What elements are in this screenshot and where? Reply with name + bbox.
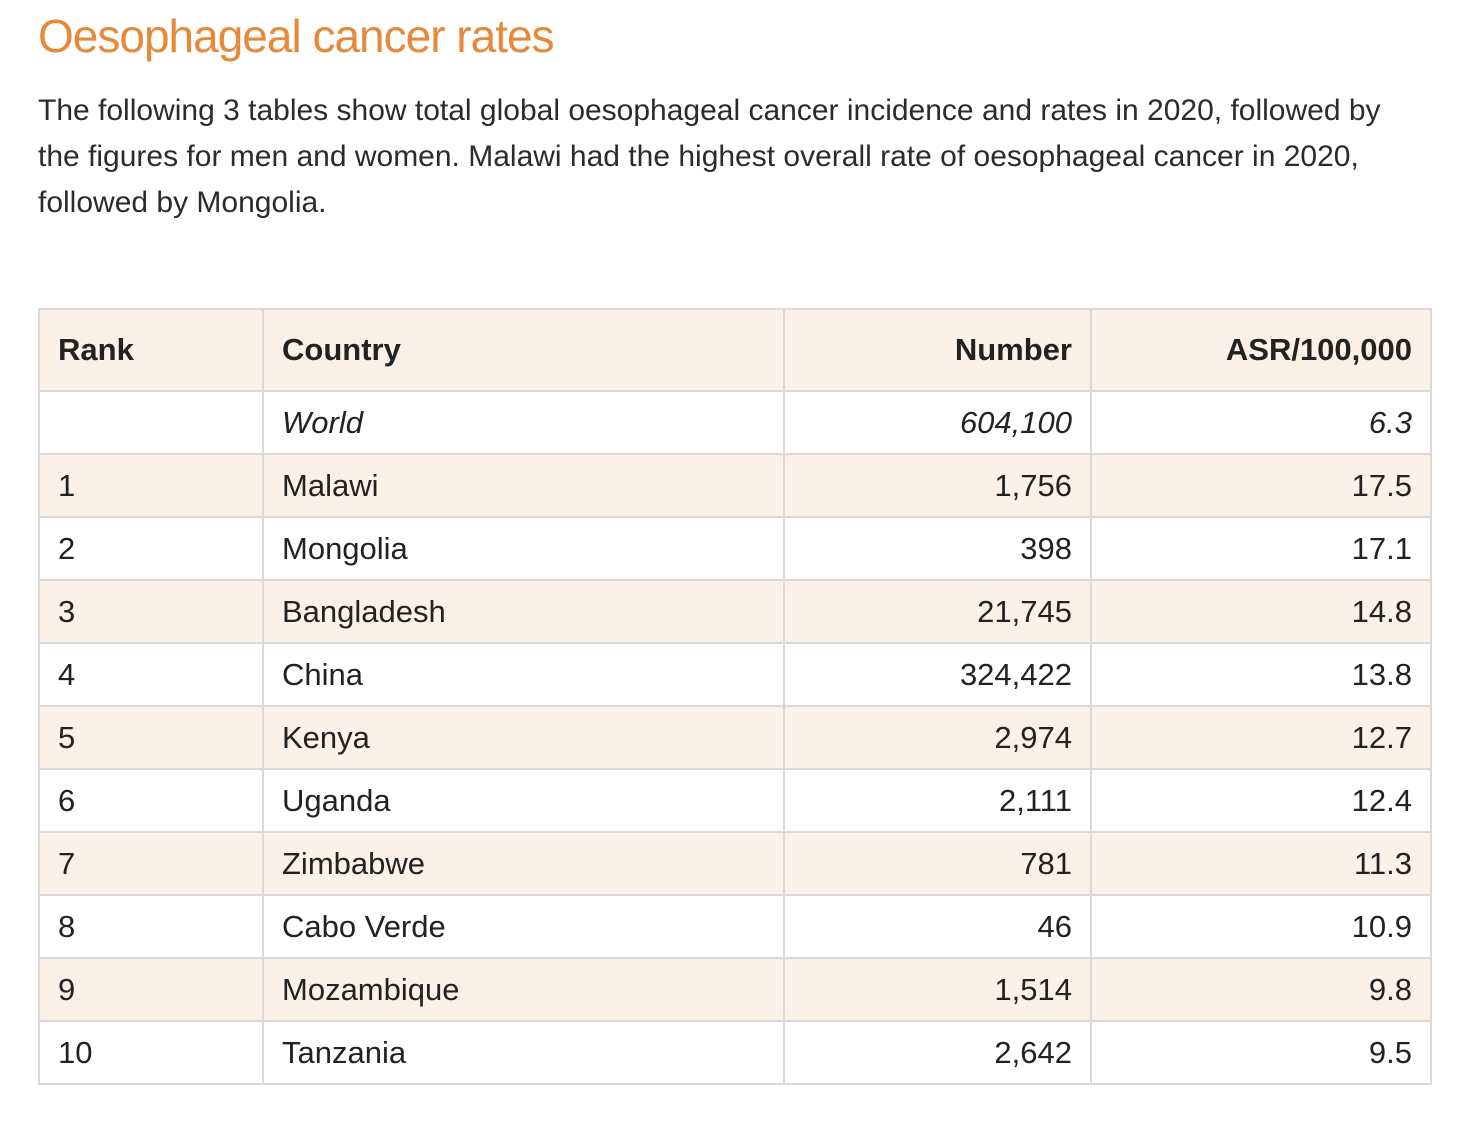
country-cell: Cabo Verde [262,894,785,959]
asr-cell: 13.8 [1090,642,1432,707]
country-cell: Mozambique [262,957,785,1022]
table-row: 6 Uganda 2,111 12.4 [38,768,1432,833]
rank-cell: 9 [38,957,264,1022]
column-header-rank: Rank [38,308,264,392]
rank-cell: 1 [38,453,264,518]
rank-cell: 7 [38,831,264,896]
world-country-cell: World [262,390,785,455]
country-cell: Zimbabwe [262,831,785,896]
number-cell: 46 [783,894,1092,959]
number-cell: 398 [783,516,1092,581]
number-cell: 2,974 [783,705,1092,770]
column-header-number: Number [783,308,1092,392]
country-cell: Mongolia [262,516,785,581]
asr-cell: 12.4 [1090,768,1432,833]
asr-cell: 17.5 [1090,453,1432,518]
world-rank-cell [38,390,264,455]
country-cell: China [262,642,785,707]
table-row: 1 Malawi 1,756 17.5 [38,453,1432,518]
rank-cell: 2 [38,516,264,581]
table-row: 2 Mongolia 398 17.1 [38,516,1432,581]
rank-cell: 4 [38,642,264,707]
number-cell: 1,756 [783,453,1092,518]
column-header-asr: ASR/100,000 [1090,308,1432,392]
world-row: World 604,100 6.3 [38,390,1432,455]
asr-cell: 11.3 [1090,831,1432,896]
number-cell: 324,422 [783,642,1092,707]
table-row: 3 Bangladesh 21,745 14.8 [38,579,1432,644]
number-cell: 2,111 [783,768,1092,833]
table-row: 9 Mozambique 1,514 9.8 [38,957,1432,1022]
rank-cell: 8 [38,894,264,959]
country-cell: Kenya [262,705,785,770]
asr-cell: 9.5 [1090,1020,1432,1085]
rank-cell: 6 [38,768,264,833]
table-row: 7 Zimbabwe 781 11.3 [38,831,1432,896]
page-title: Oesophageal cancer rates [38,10,555,62]
column-header-country: Country [262,308,785,392]
table-row: 5 Kenya 2,974 12.7 [38,705,1432,770]
asr-cell: 14.8 [1090,579,1432,644]
rank-cell: 5 [38,705,264,770]
country-cell: Malawi [262,453,785,518]
table-row: 8 Cabo Verde 46 10.9 [38,894,1432,959]
world-asr-cell: 6.3 [1090,390,1432,455]
asr-cell: 12.7 [1090,705,1432,770]
number-cell: 2,642 [783,1020,1092,1085]
asr-cell: 10.9 [1090,894,1432,959]
table-row: 10 Tanzania 2,642 9.5 [38,1020,1432,1085]
rank-cell: 10 [38,1020,264,1085]
table-row: 4 China 324,422 13.8 [38,642,1432,707]
intro-paragraph: The following 3 tables show total global… [38,94,1381,219]
world-number-cell: 604,100 [783,390,1092,455]
asr-cell: 17.1 [1090,516,1432,581]
number-cell: 21,745 [783,579,1092,644]
number-cell: 781 [783,831,1092,896]
country-cell: Bangladesh [262,579,785,644]
country-cell: Uganda [262,768,785,833]
cancer-rates-table: Rank Country Number ASR/100,000 World 60… [38,308,1432,1085]
table-header-row: Rank Country Number ASR/100,000 [38,308,1432,392]
asr-cell: 9.8 [1090,957,1432,1022]
number-cell: 1,514 [783,957,1092,1022]
country-cell: Tanzania [262,1020,785,1085]
rank-cell: 3 [38,579,264,644]
